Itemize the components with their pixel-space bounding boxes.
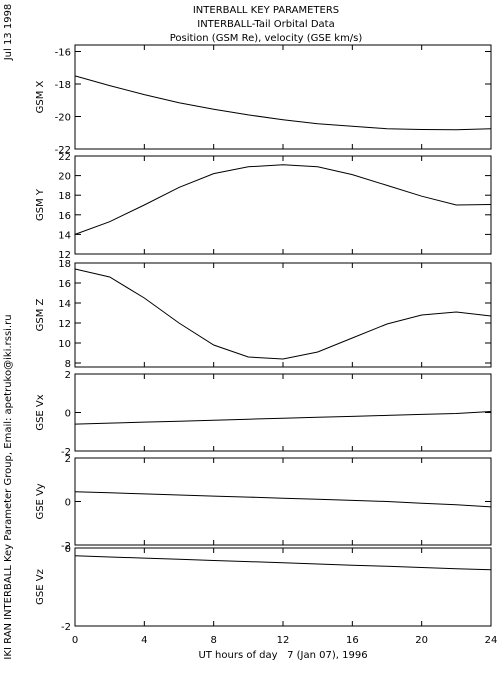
y-axis-label: GSE Vx xyxy=(35,394,46,430)
x-axis-label: UT hours of day 7 (Jan 07), 1996 xyxy=(198,650,367,661)
panel-frame xyxy=(74,547,492,627)
y-tick-label: 8 xyxy=(65,359,71,370)
series-line-gse-vy xyxy=(74,491,492,508)
x-tick-label: 0 xyxy=(72,635,78,646)
y-tick-label: 20 xyxy=(58,172,71,183)
y-tick-label: 0 xyxy=(65,498,71,509)
y-axis-label: GSM X xyxy=(35,80,46,113)
y-axis-label: GSM Y xyxy=(35,188,46,221)
y-axis-label: GSM Z xyxy=(35,298,46,331)
date-stamp: Jul 13 1998 xyxy=(3,4,14,62)
panel-gsm-z: 8 10 12 14 16 18 GSM Z xyxy=(35,259,492,370)
y-tick-label: 22 xyxy=(58,152,71,163)
y-axis-label: GSE Vz xyxy=(35,569,46,605)
panel-gsm-x: -22 -20 -18 -16 GSM X xyxy=(35,44,492,156)
y-tick-label: 0 xyxy=(65,544,71,555)
series-line-gse-vz xyxy=(74,555,492,571)
title-line-2: INTERBALL-Tail Orbital Data xyxy=(197,19,334,30)
title-line-3: Position (GSM Re), velocity (GSE km/s) xyxy=(170,33,363,44)
panel-gsm-y: 12 14 16 18 20 22 GSM Y xyxy=(35,152,492,261)
y-tick-label: 2 xyxy=(65,370,71,381)
y-tick-label: 2 xyxy=(65,454,71,465)
y-tick-label: 16 xyxy=(58,211,71,222)
panel-gse-vx: -2 0 2 GSE Vx xyxy=(35,370,492,458)
panel-frame xyxy=(74,457,492,546)
y-tick-label: -2 xyxy=(61,622,71,633)
y-tick-label: 14 xyxy=(58,230,71,241)
y-tick-label: -18 xyxy=(55,80,71,91)
y-tick-label: 10 xyxy=(58,339,71,350)
x-tick-label: 20 xyxy=(415,635,428,646)
y-tick-label: -22 xyxy=(55,145,71,156)
y-tick-label: 18 xyxy=(58,259,71,270)
x-tick-label: 8 xyxy=(210,635,216,646)
y-tick-label: 14 xyxy=(58,299,71,310)
y-tick-label: 18 xyxy=(58,191,71,202)
series-line-gsm-y xyxy=(74,164,492,235)
y-tick-label: 0 xyxy=(65,409,71,420)
title-line-1: INTERBALL KEY PARAMETERS xyxy=(193,5,339,16)
panel-frame xyxy=(74,44,492,150)
y-tick-label: 12 xyxy=(58,250,71,261)
y-tick-label: -2 xyxy=(61,541,71,552)
y-axis-label: GSE Vy xyxy=(35,483,46,519)
series-line-gse-vx xyxy=(74,411,492,425)
y-tick-label: -2 xyxy=(61,447,71,458)
x-tick-label: 12 xyxy=(277,635,290,646)
credit-text: IKI RAN INTERBALL Key Parameter Group, E… xyxy=(3,314,14,659)
panel-frame xyxy=(74,373,492,452)
series-line-gsm-z xyxy=(74,268,492,360)
series-line-gsm-x xyxy=(74,75,492,131)
y-tick-label: -16 xyxy=(55,48,71,59)
panel-frame xyxy=(74,262,492,368)
x-tick-label: 24 xyxy=(485,635,498,646)
y-tick-label: 12 xyxy=(58,319,71,330)
y-tick-label: -20 xyxy=(55,113,71,124)
x-tick-label: 4 xyxy=(141,635,147,646)
panel-frame xyxy=(74,155,492,255)
y-tick-label: 16 xyxy=(58,279,71,290)
x-tick-label: 16 xyxy=(346,635,359,646)
